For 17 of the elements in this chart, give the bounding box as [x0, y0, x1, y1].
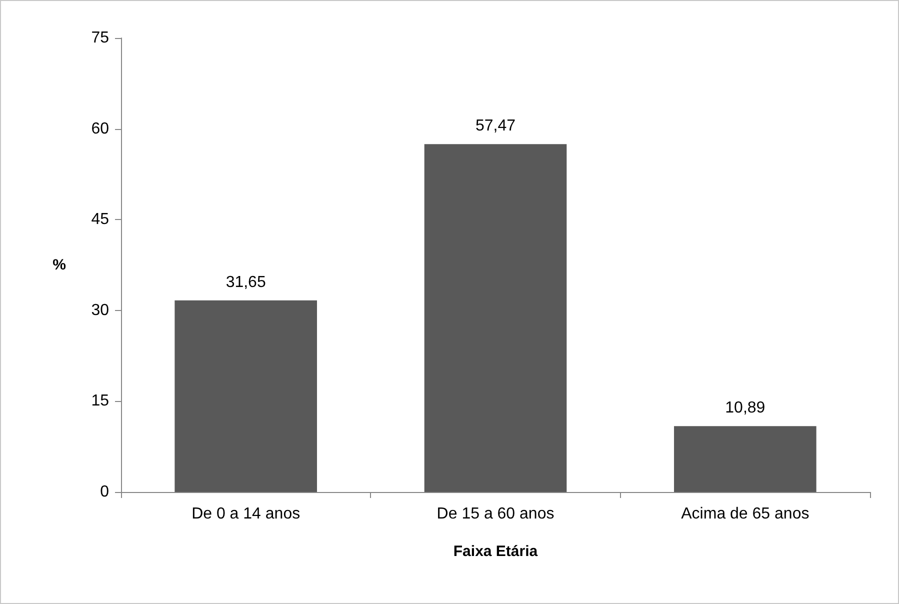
- data-label: 57,47: [475, 118, 516, 135]
- y-tick-label: 0: [100, 484, 110, 500]
- bar: [174, 300, 317, 492]
- x-tick-label: De 15 a 60 anos: [436, 506, 554, 522]
- y-tick-label: 15: [91, 392, 110, 410]
- y-tick-label: 75: [91, 30, 110, 46]
- y-tick-label: 60: [91, 120, 110, 138]
- data-label: 31,65: [226, 274, 266, 291]
- bar: [424, 144, 567, 492]
- y-tick-label: 30: [91, 302, 110, 319]
- y-axis-title: %: [52, 256, 66, 274]
- x-tick-label: De 0 a 14 anos: [192, 506, 300, 522]
- x-axis-title: Faixa Etária: [453, 543, 538, 560]
- y-tick-label: 45: [91, 211, 110, 228]
- x-tick-label: Acima de 65 anos: [681, 506, 810, 522]
- data-label: 10,89: [725, 400, 766, 417]
- bar: [674, 426, 816, 492]
